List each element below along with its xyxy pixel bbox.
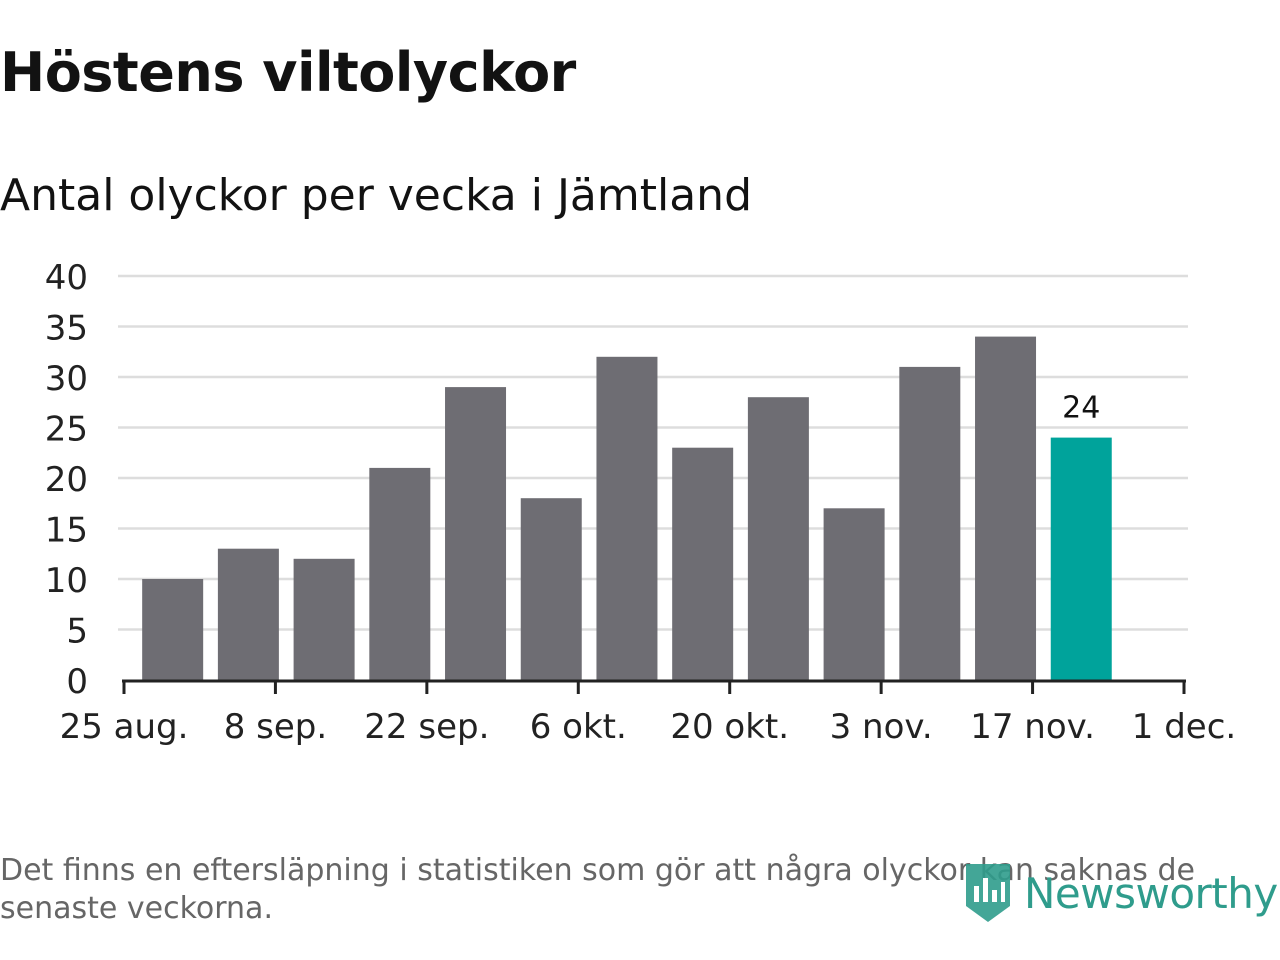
bar [672,447,734,680]
bar [293,558,355,680]
x-tick-label: 20 okt. [670,707,789,747]
bars [142,336,1112,680]
data-label: 24 [1062,391,1100,426]
bar [217,548,279,680]
y-tick-label: 5 [66,612,88,652]
x-tick-label: 1 dec. [1132,707,1236,747]
bar [899,366,961,680]
bar-highlight [1050,437,1112,680]
bar [369,467,431,680]
x-axis [122,679,1186,694]
bar [445,387,507,680]
x-tick-label: 25 aug. [60,707,189,747]
bar [975,336,1037,680]
logo-text: Newsworthy [1024,868,1278,918]
bar [520,498,582,680]
y-tick-label: 40 [45,258,88,298]
bar [747,397,809,680]
bar [142,579,204,680]
newsworthy-logo-icon [966,864,1010,922]
x-tick-label: 6 okt. [530,707,627,747]
y-tick-label: 20 [45,460,88,500]
chart-title: Höstens viltolyckor [0,41,576,104]
data-labels: 24 [1062,391,1100,426]
y-tick-label: 15 [45,511,88,551]
x-tick-label: 8 sep. [224,707,327,747]
x-tick-label: 3 nov. [830,707,933,747]
bar [596,356,658,680]
y-axis-tick-labels: 0 5 10 15 20 25 30 35 40 [45,258,88,702]
x-axis-tick-labels: 25 aug. 8 sep. 22 sep. 6 okt. 20 okt. 3 nov. 1… [60,707,1237,747]
y-tick-label: 0 [66,662,88,702]
y-tick-label: 35 [45,309,88,349]
x-tick-label: 22 sep. [364,707,489,747]
y-tick-label: 10 [45,561,88,601]
chart-subtitle: Antal olyckor per vecka i Jämtland [0,170,752,221]
bar-chart: 0 5 10 15 20 25 30 35 40 25 aug. 8 sep. 22 sep. 6 o… [45,258,1237,747]
bar [823,508,885,680]
y-tick-label: 30 [45,359,88,399]
y-tick-label: 25 [45,410,88,450]
newsworthy-logo: Newsworthy [962,858,1278,928]
x-tick-label: 17 nov. [970,707,1095,747]
